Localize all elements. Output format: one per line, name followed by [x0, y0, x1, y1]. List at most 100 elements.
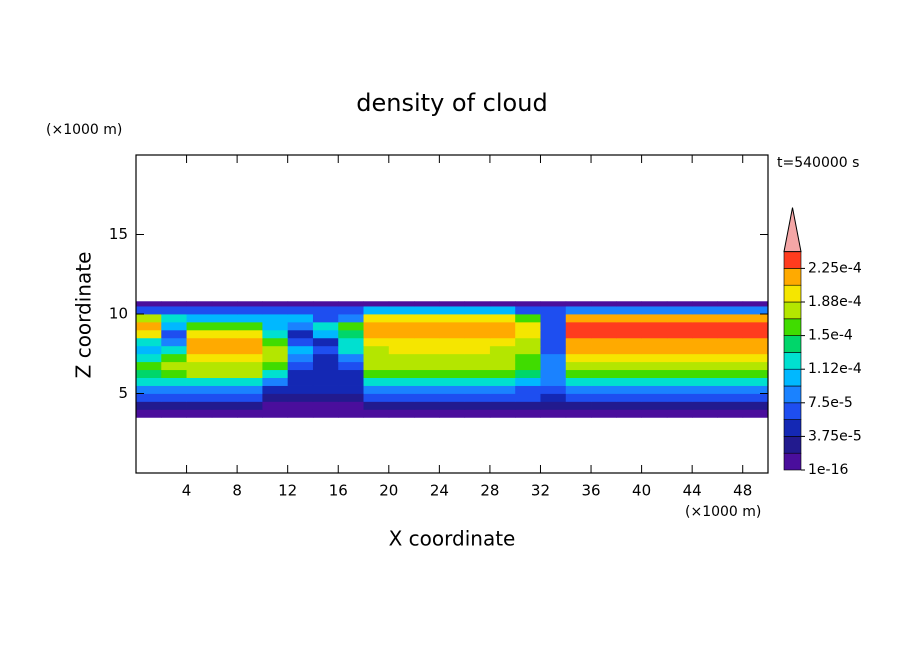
contour-cell: [136, 345, 162, 355]
contour-cell: [237, 314, 263, 323]
contour-cell: [136, 353, 162, 363]
contour-cell: [717, 301, 744, 307]
contour-cell: [464, 369, 491, 378]
contour-cell: [489, 301, 516, 307]
contour-cell: [641, 306, 668, 315]
contour-cell: [388, 353, 415, 363]
contour-cell: [616, 353, 642, 363]
contour-cell: [414, 337, 440, 347]
contour-cell: [363, 314, 390, 323]
contour-cell: [287, 409, 314, 418]
contour-cell: [464, 401, 491, 410]
contour-cell: [136, 377, 162, 386]
contour-cell: [464, 409, 491, 418]
contour-cell: [363, 369, 390, 378]
contour-cell: [414, 369, 440, 378]
contour-cell: [136, 321, 162, 331]
contour-cell: [388, 301, 415, 307]
contour-cell: [262, 353, 289, 363]
contour-cell: [515, 301, 541, 307]
y-tick-label: 15: [109, 225, 128, 243]
y-tick-label: 5: [118, 384, 128, 402]
contour-cell: [565, 301, 592, 307]
contour-cell: [692, 401, 718, 410]
contour-cell: [641, 361, 668, 371]
contour-cell: [540, 385, 567, 394]
contour-cell: [616, 329, 642, 339]
x-tick-label: 40: [632, 482, 651, 500]
contour-cell: [666, 314, 693, 323]
contour-cell: [616, 337, 642, 347]
contour-cell: [591, 369, 617, 378]
contour-cell: [742, 377, 769, 386]
contour-cell: [692, 306, 718, 315]
contour-cell: [439, 377, 466, 386]
contour-cell: [641, 377, 668, 386]
contour-cell: [287, 369, 314, 378]
contour-cell: [388, 377, 415, 386]
contour-cell: [666, 369, 693, 378]
contour-cell: [312, 409, 339, 418]
contour-cell: [666, 329, 693, 339]
contour-cell: [515, 337, 541, 347]
contour-cell: [464, 314, 491, 323]
contour-cell: [666, 345, 693, 355]
contour-cell: [742, 337, 769, 347]
contour-cell: [161, 301, 187, 307]
x-tick-label: 28: [480, 482, 499, 500]
contour-cell: [211, 361, 238, 371]
contour-cell: [742, 369, 769, 378]
contour-cell: [237, 377, 263, 386]
contour-cell: [287, 401, 314, 410]
contour-cell: [287, 345, 314, 355]
chart-title: density of cloud: [356, 89, 547, 117]
contour-cell: [641, 369, 668, 378]
contour-cell: [211, 401, 238, 410]
contour-cell: [262, 401, 289, 410]
contour-cell: [211, 377, 238, 386]
contour-cell: [312, 301, 339, 307]
contour-cell: [363, 329, 390, 339]
contour-cell: [616, 301, 642, 307]
x-tick-label: 36: [581, 482, 600, 500]
contour-cell: [515, 345, 541, 355]
contour-cell: [388, 401, 415, 410]
contour-cell: [211, 306, 238, 315]
contour-cell: [414, 409, 440, 418]
contour-cell: [591, 306, 617, 315]
contour-cell: [742, 353, 769, 363]
contour-cell: [515, 409, 541, 418]
contour-cell: [717, 329, 744, 339]
contour-cell: [666, 361, 693, 371]
contour-cell: [489, 337, 516, 347]
contour-cell: [641, 401, 668, 410]
contour-cell: [464, 306, 491, 315]
contour-cell: [237, 361, 263, 371]
contour-cell: [616, 314, 642, 323]
contour-cell: [489, 369, 516, 378]
contour-cell: [464, 377, 491, 386]
contour-cell: [565, 401, 592, 410]
contour-cell: [439, 353, 466, 363]
contour-cell: [161, 314, 187, 323]
contour-cell: [742, 385, 769, 394]
contour-cell: [742, 329, 769, 339]
contour-cell: [363, 345, 390, 355]
contour-cell: [414, 353, 440, 363]
contour-cell: [363, 306, 390, 315]
x-unit: (×1000 m): [685, 504, 761, 520]
contour-cell: [414, 377, 440, 386]
contour-cell: [439, 393, 466, 402]
contour-cell: [186, 393, 213, 402]
contour-cell: [287, 329, 314, 339]
contour-cell: [363, 401, 390, 410]
contour-cell: [591, 337, 617, 347]
contour-cell: [161, 361, 187, 371]
contour-cell: [211, 409, 238, 418]
contour-cell: [591, 377, 617, 386]
colorbar-tick-label: 1.12e-4: [808, 361, 862, 377]
contour-cell: [338, 314, 364, 323]
contour-cell: [565, 393, 592, 402]
contour-cell: [237, 409, 263, 418]
